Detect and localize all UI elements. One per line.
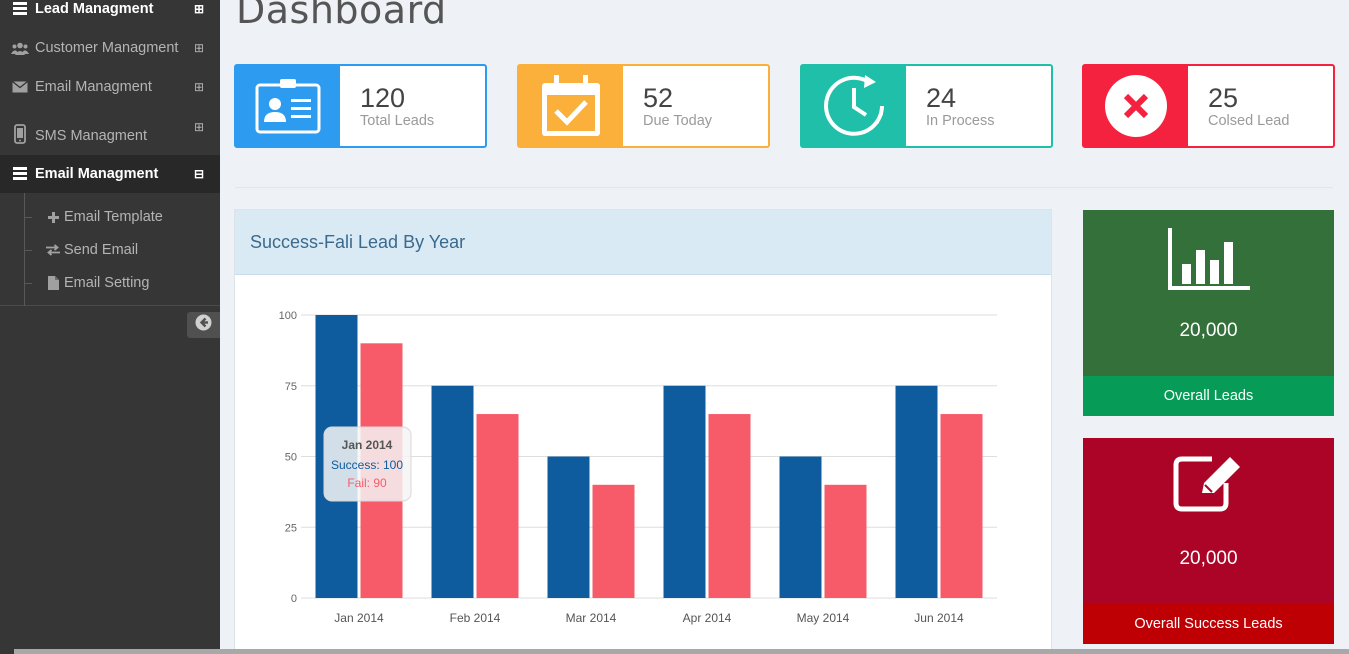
tile-footer[interactable]: Overall Success Leads xyxy=(1083,604,1334,644)
envelope-icon xyxy=(0,81,35,93)
submenu-item-send-email[interactable]: Send Email xyxy=(24,235,138,265)
tile-value: 20,000 xyxy=(1179,320,1238,341)
sidebar-item-label: Email Managment xyxy=(35,79,152,95)
x-tick-label: Apr 2014 xyxy=(683,611,732,625)
sidebar-item-label: SMS Managment xyxy=(35,128,148,144)
sidebar-item-email-management[interactable]: Email Managment ⊞ xyxy=(0,68,220,106)
chart-panel-title: Success-Fali Lead By Year xyxy=(235,210,1051,275)
exchange-icon xyxy=(44,244,62,256)
sidebar-item-label: Lead Managment xyxy=(35,1,154,17)
x-tick-label: Jan 2014 xyxy=(334,611,384,625)
submenu: Email Template Send Email Email Setting xyxy=(0,193,220,306)
bar-success[interactable] xyxy=(895,385,938,598)
divider xyxy=(235,187,1333,188)
bar-fail[interactable] xyxy=(592,484,635,598)
stat-value: 24 xyxy=(926,83,957,113)
stat-card-closed-lead[interactable]: 25 Colsed Lead xyxy=(1082,64,1335,148)
stat-card-total-leads[interactable]: 120 Total Leads xyxy=(234,64,487,148)
expand-icon[interactable]: ⊞ xyxy=(194,41,205,55)
tooltip-box xyxy=(323,426,412,502)
sidebar: Lead Managment ⊞ Customer Managment ⊞ Em… xyxy=(0,0,220,654)
bar-fail[interactable] xyxy=(476,414,519,598)
bar-fail[interactable] xyxy=(708,414,751,598)
tooltip-success: Success: 100 xyxy=(331,458,403,472)
bar-chart-icon xyxy=(1167,228,1250,295)
y-tick-label: 75 xyxy=(285,381,297,393)
sidebar-item-label: Customer Managment xyxy=(35,40,179,56)
submenu-item-label: Email Setting xyxy=(64,275,150,291)
calendar-check-icon xyxy=(519,66,623,146)
bar-fail[interactable] xyxy=(824,484,867,598)
submenu-item-label: Send Email xyxy=(64,242,139,258)
stat-value: 52 xyxy=(643,83,674,113)
horizontal-scrollbar[interactable] xyxy=(14,649,1349,654)
sidebar-item-sms-management[interactable]: SMS Managment ⊞ xyxy=(0,110,220,158)
tile-value: 20,000 xyxy=(1179,548,1238,569)
collapse-icon[interactable]: ⊟ xyxy=(194,167,205,181)
y-tick-label: 25 xyxy=(285,522,297,534)
sidebar-item-email-management-open[interactable]: Email Managment ⊟ xyxy=(0,155,220,193)
sidebar-item-lead-management[interactable]: Lead Managment ⊞ xyxy=(0,0,220,28)
y-tick-label: 0 xyxy=(291,593,297,605)
x-tick-label: Jun 2014 xyxy=(914,611,964,625)
plus-icon xyxy=(44,211,62,223)
tooltip-title: Jan 2014 xyxy=(342,438,393,452)
page-title: Dashboard xyxy=(236,0,447,32)
submenu-item-email-setting[interactable]: Email Setting xyxy=(24,268,149,298)
expand-icon[interactable]: ⊞ xyxy=(194,120,205,134)
x-tick-label: May 2014 xyxy=(797,611,850,625)
contact-card-icon xyxy=(236,66,340,146)
bar-success[interactable] xyxy=(663,385,706,598)
arrow-left-circle-icon xyxy=(195,314,212,336)
sidebar-item-label: Email Managment xyxy=(35,166,159,182)
tile-footer[interactable]: Overall Leads xyxy=(1083,376,1334,416)
stat-card-due-today[interactable]: 52 Due Today xyxy=(517,64,770,148)
x-tick-label: Feb 2014 xyxy=(450,611,501,625)
x-tick-label: Mar 2014 xyxy=(566,611,617,625)
file-icon xyxy=(44,276,62,290)
bar-success[interactable] xyxy=(431,385,474,598)
server-icon xyxy=(0,167,35,181)
y-tick-label: 50 xyxy=(285,452,297,464)
chart-panel: Success-Fali Lead By Year 0 25 50 75 100 Jan … xyxy=(234,209,1052,654)
sidebar-item-customer-management[interactable]: Customer Managment ⊞ xyxy=(0,29,220,67)
users-icon xyxy=(0,42,35,55)
stat-value: 120 xyxy=(360,83,406,113)
stat-value: 25 xyxy=(1208,83,1239,113)
mobile-icon xyxy=(0,124,35,144)
bar-success[interactable] xyxy=(779,456,822,599)
expand-icon[interactable]: ⊞ xyxy=(194,2,205,16)
tooltip-fail: Fail: 90 xyxy=(347,476,387,490)
sidebar-collapse-button[interactable] xyxy=(187,312,220,338)
tile-overall-leads[interactable]: 20,000 Overall Leads xyxy=(1083,210,1334,416)
stat-card-in-process[interactable]: 24 In Process xyxy=(800,64,1053,148)
server-icon xyxy=(0,2,35,16)
submenu-item-label: Email Template xyxy=(64,209,163,225)
tile-overall-success-leads[interactable]: 20,000 Overall Success Leads xyxy=(1083,438,1334,644)
submenu-item-email-template[interactable]: Email Template xyxy=(24,202,163,232)
stat-label: In Process xyxy=(926,113,995,129)
close-icon xyxy=(1084,66,1188,146)
stat-label: Colsed Lead xyxy=(1208,113,1290,129)
clock-icon xyxy=(802,66,906,146)
edit-icon xyxy=(1172,455,1246,518)
y-tick-label: 100 xyxy=(279,310,297,322)
bar-fail[interactable] xyxy=(940,414,983,598)
bar-chart[interactable]: 0 25 50 75 100 Jan 2014 Feb 2014 Mar 2014 Apr 20… xyxy=(235,275,1053,654)
bar-success[interactable] xyxy=(547,456,590,599)
expand-icon[interactable]: ⊞ xyxy=(194,80,205,94)
stat-label: Due Today xyxy=(643,113,713,129)
stat-label: Total Leads xyxy=(360,113,435,129)
